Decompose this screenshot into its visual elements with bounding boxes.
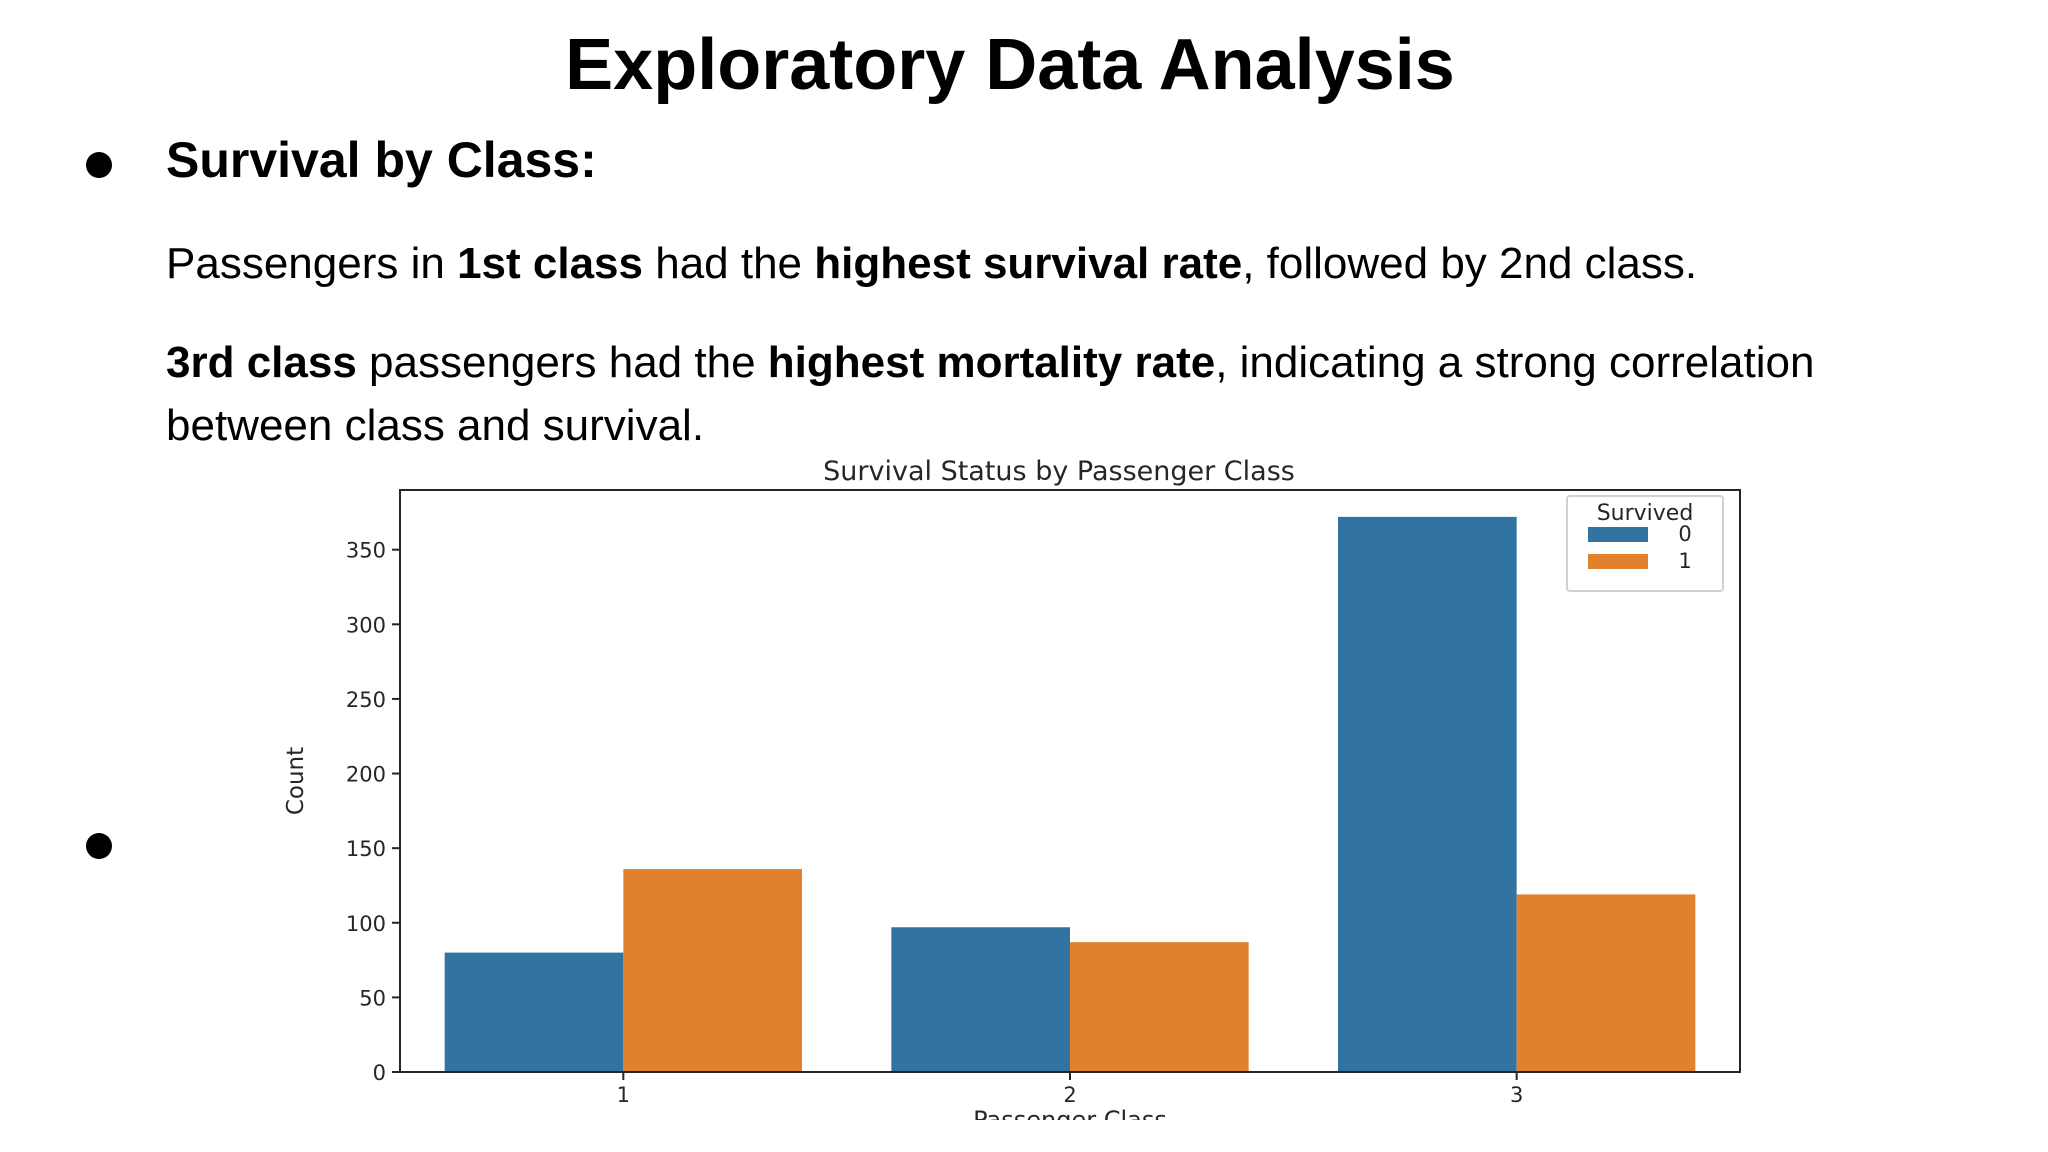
- bar-chart: Survival Status by Passenger Class 05010…: [283, 456, 1741, 1120]
- x-tick-label: 1: [617, 1083, 630, 1107]
- x-tick-label: 2: [1063, 1083, 1076, 1107]
- text-run: , followed by 2nd class.: [1242, 239, 1698, 288]
- legend: Survived 0 1: [1566, 495, 1724, 592]
- y-tick-label: 50: [359, 986, 386, 1010]
- y-tick-label: 0: [373, 1061, 386, 1085]
- bar-class-2-survived-1: [1070, 942, 1249, 1072]
- y-tick-label: 150: [346, 837, 386, 861]
- legend-title: Survived: [1597, 501, 1694, 526]
- bullet-marker: [86, 833, 112, 859]
- text-run: , indicating a strong correlation betwee…: [166, 338, 1815, 450]
- y-tick-label: 200: [346, 763, 386, 787]
- bold-run: 3rd class: [166, 338, 357, 387]
- bold-run: highest survival rate: [814, 239, 1243, 288]
- bold-run: 1st class: [457, 239, 643, 288]
- text-run: passengers had the: [356, 338, 768, 387]
- paragraph-survival-rate: Passengers in 1st class had the highest …: [166, 232, 1946, 295]
- bar-class-1-survived-1: [623, 869, 802, 1072]
- slide-title: Exploratory Data Analysis: [565, 25, 1455, 105]
- text-run: Passengers in: [166, 239, 458, 288]
- y-tick-label: 100: [346, 912, 386, 936]
- bar-class-3-survived-1: [1516, 894, 1696, 1072]
- legend-label-0: 0: [1678, 522, 1691, 546]
- chart-title: Survival Status by Passenger Class: [823, 456, 1295, 487]
- x-axis-label: Passenger Class: [973, 1106, 1167, 1120]
- text-run: had the: [643, 239, 815, 288]
- bold-run: highest mortality rate: [767, 338, 1216, 387]
- legend-swatch-0: [1588, 527, 1648, 542]
- y-tick-label: 350: [346, 539, 386, 563]
- paragraph-mortality-rate: 3rd class passengers had the highest mor…: [166, 331, 1946, 457]
- plot-frame: [399, 489, 1741, 1073]
- legend-label-1: 1: [1678, 549, 1691, 573]
- y-tick-label: 250: [346, 688, 386, 712]
- legend-swatch-1: [1588, 554, 1648, 569]
- section-heading: Survival by Class:: [166, 132, 597, 188]
- bar-class-3-survived-0: [1338, 516, 1517, 1072]
- y-tick-label: 300: [346, 613, 386, 637]
- bar-class-2-survived-0: [891, 927, 1070, 1072]
- y-axis-label: Count: [283, 747, 309, 815]
- bullet-marker: [86, 152, 112, 178]
- x-tick-label: 3: [1510, 1083, 1523, 1107]
- bar-class-1-survived-0: [444, 952, 624, 1072]
